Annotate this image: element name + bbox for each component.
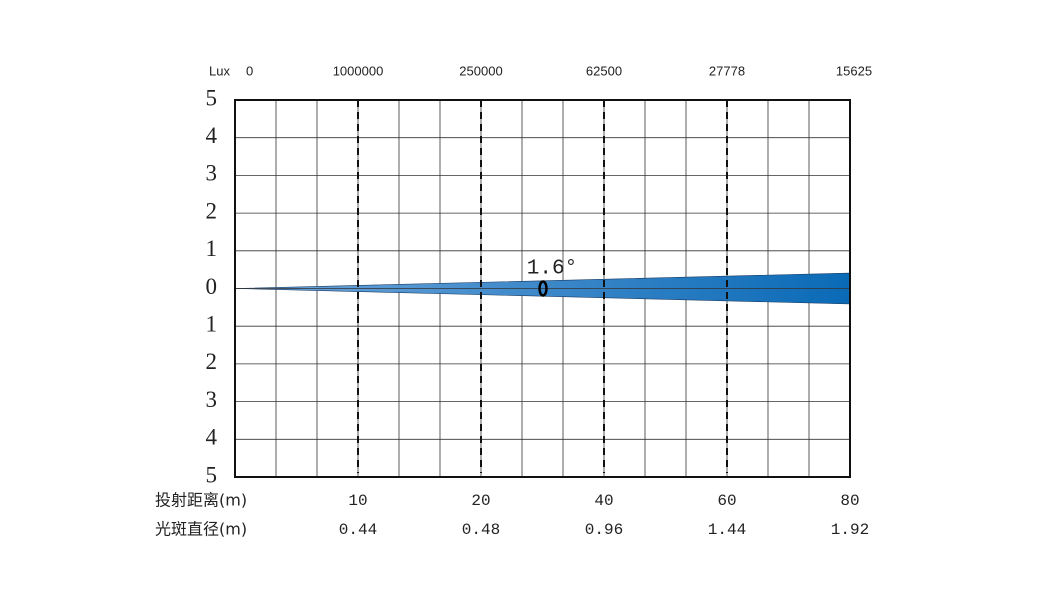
distance-value: 60 [717, 492, 736, 510]
lux-label: 62500 [586, 63, 622, 78]
diameter-label: 光斑直径(m) [155, 520, 247, 539]
diameter-value: 1.44 [708, 521, 746, 539]
lux-label: Lux [209, 63, 230, 78]
distance-value: 10 [348, 492, 367, 510]
lux-label: 27778 [709, 63, 745, 78]
diameter-value: 0.44 [339, 521, 377, 539]
lux-label: 1000000 [333, 63, 384, 78]
distance-value: 80 [840, 492, 859, 510]
y-tick-label: 1 [206, 236, 218, 261]
y-tick-label: 0 [206, 274, 218, 299]
lux-label: 250000 [459, 63, 502, 78]
diameter-value: 1.92 [831, 521, 869, 539]
y-tick-label: 4 [206, 123, 218, 148]
angle-annotation: 1.6° [527, 258, 577, 281]
lux-label: 15625 [836, 63, 872, 78]
y-tick-label: 5 [206, 85, 218, 110]
y-tick-label: 3 [206, 161, 218, 186]
y-tick-label: 1 [206, 311, 218, 336]
y-tick-label: 4 [206, 425, 218, 450]
distance-value: 40 [594, 492, 613, 510]
lux-origin: 0 [246, 63, 253, 78]
plot-frame [234, 99, 851, 478]
angle-marker [538, 280, 548, 297]
y-tick-label: 2 [206, 349, 218, 374]
distance-value: 20 [471, 492, 490, 510]
diameter-value: 0.96 [585, 521, 623, 539]
distance-label: 投射距离(m) [155, 491, 247, 510]
y-tick-label: 3 [206, 387, 218, 412]
y-tick-label: 5 [206, 462, 218, 487]
diameter-value: 0.48 [462, 521, 500, 539]
y-tick-label: 2 [206, 198, 218, 223]
